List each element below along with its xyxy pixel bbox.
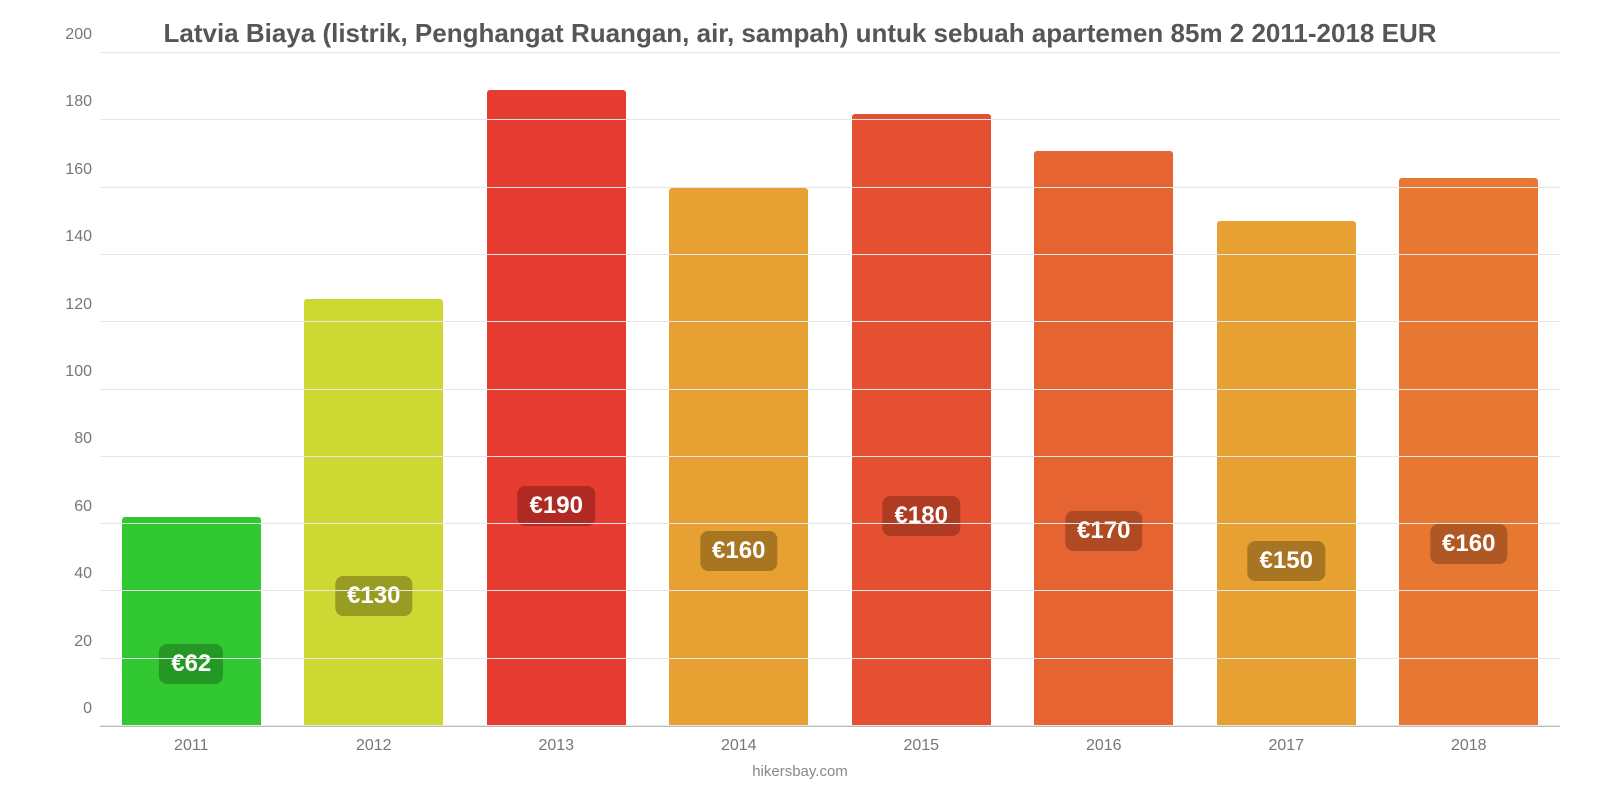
x-tick-label: 2017 — [1195, 727, 1378, 755]
value-badge: €190 — [518, 486, 595, 526]
bar: €150 — [1217, 221, 1356, 726]
gridline — [100, 456, 1560, 457]
gridline — [100, 725, 1560, 726]
gridline — [100, 254, 1560, 255]
gridline — [100, 523, 1560, 524]
y-tick-label: 180 — [65, 93, 92, 111]
chart-container: Latvia Biaya (listrik, Penghangat Ruanga… — [0, 0, 1600, 800]
value-badge: €150 — [1248, 541, 1325, 581]
bar-slot: €130 — [283, 53, 466, 726]
source-label: hikersbay.com — [40, 755, 1560, 780]
bar: €130 — [304, 299, 443, 726]
y-tick-label: 60 — [74, 498, 92, 516]
bar-slot: €62 — [100, 53, 283, 726]
bar-slot: €180 — [830, 53, 1013, 726]
plot-row: 020406080100120140160180200 €62€130€190€… — [40, 53, 1560, 727]
y-tick-label: 40 — [74, 565, 92, 583]
y-tick-label: 140 — [65, 228, 92, 246]
y-tick-label: 100 — [65, 363, 92, 381]
bar: €180 — [852, 114, 991, 726]
bar: €170 — [1034, 151, 1173, 726]
value-badge: €62 — [159, 644, 223, 684]
chart-title: Latvia Biaya (listrik, Penghangat Ruanga… — [40, 10, 1560, 53]
bar-slot: €170 — [1013, 53, 1196, 726]
bar: €160 — [1399, 178, 1538, 726]
x-tick-label: 2015 — [830, 727, 1013, 755]
bar-slot: €150 — [1195, 53, 1378, 726]
value-badge: €130 — [335, 576, 412, 616]
bar: €190 — [487, 90, 626, 726]
gridline — [100, 658, 1560, 659]
value-badge: €180 — [883, 496, 960, 536]
value-badge: €170 — [1065, 511, 1142, 551]
bar-slot: €190 — [465, 53, 648, 726]
chart-area: 020406080100120140160180200 €62€130€190€… — [40, 53, 1560, 780]
x-tick-label: 2011 — [100, 727, 283, 755]
bar-slot: €160 — [648, 53, 831, 726]
gridline — [100, 389, 1560, 390]
x-tick-label: 2013 — [465, 727, 648, 755]
x-axis: 20112012201320142015201620172018 — [40, 727, 1560, 755]
gridline — [100, 321, 1560, 322]
x-tick-label: 2014 — [648, 727, 831, 755]
bar: €62 — [122, 517, 261, 726]
bar-slot: €160 — [1378, 53, 1561, 726]
value-badge: €160 — [700, 531, 777, 571]
gridline — [100, 119, 1560, 120]
x-tick-label: 2016 — [1013, 727, 1196, 755]
y-tick-label: 0 — [83, 700, 92, 718]
bars-group: €62 €130 €190 €160 €180 €170 €150 €160 — [100, 53, 1560, 726]
plot-area: €62 €130 €190 €160 €180 €170 €150 €160 — [100, 53, 1560, 727]
y-axis: 020406080100120140160180200 — [40, 53, 100, 727]
y-tick-label: 200 — [65, 26, 92, 44]
gridline — [100, 52, 1560, 53]
x-tick-label: 2012 — [283, 727, 466, 755]
y-tick-label: 160 — [65, 161, 92, 179]
gridline — [100, 187, 1560, 188]
y-tick-label: 120 — [65, 296, 92, 314]
y-tick-label: 80 — [74, 430, 92, 448]
value-badge: €160 — [1430, 524, 1507, 564]
x-tick-label: 2018 — [1378, 727, 1561, 755]
gridline — [100, 590, 1560, 591]
y-tick-label: 20 — [74, 633, 92, 651]
